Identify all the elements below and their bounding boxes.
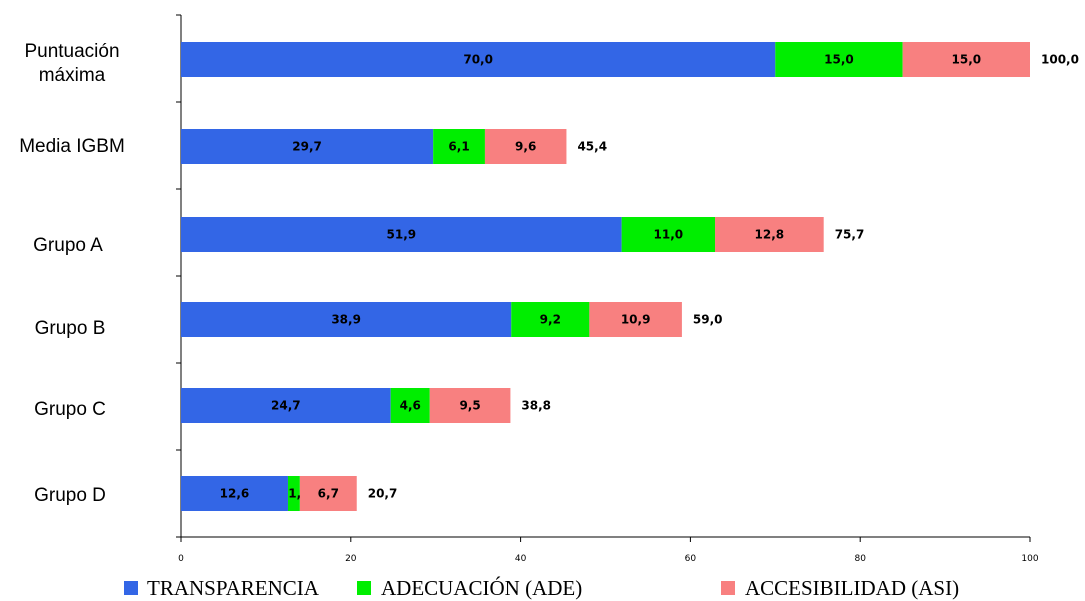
segment-value-label: 11,0 [654, 228, 684, 242]
segment-value-label: 9,5 [459, 399, 480, 413]
segment-value-label: 24,7 [271, 399, 301, 413]
segment-value-label: 6,1 [448, 140, 469, 154]
bar-segment-2 [433, 129, 485, 164]
total-value-label: 75,7 [835, 228, 865, 242]
bar-segment-3 [429, 388, 511, 423]
bar-segment-3 [484, 129, 567, 164]
bar-segment-3 [299, 476, 357, 511]
legend-swatch [357, 581, 371, 595]
bar-segment-2 [775, 42, 903, 77]
bar-segment-2 [511, 302, 590, 337]
total-value-label: 38,8 [521, 399, 551, 413]
segment-value-label: 15,0 [952, 53, 982, 67]
bar-segment-2 [287, 476, 300, 511]
legend-label: TRANSPARENCIA [147, 576, 320, 600]
bar-segment-2 [390, 388, 430, 423]
segment-value-label: 12,6 [220, 487, 250, 501]
segment-value-label: 6,7 [318, 487, 339, 501]
segment-value-label: 15,0 [824, 53, 854, 67]
bar-segment-3 [589, 302, 682, 337]
bar-segment-1 [181, 302, 512, 337]
legend-label: ADECUACIÓN (ADE) [381, 576, 582, 600]
category-label: Media IGBM [19, 136, 125, 157]
x-tick-label: 80 [854, 554, 866, 564]
x-tick-label: 0 [178, 554, 184, 564]
category-label: Grupo C [34, 399, 106, 420]
x-tick-label: 20 [345, 554, 357, 564]
segment-value-label: 51,9 [387, 228, 417, 242]
category-label: Puntuación [24, 41, 119, 62]
legend-swatch [721, 581, 735, 595]
total-value-label: 100,0 [1041, 53, 1079, 67]
segment-value-label: 4,6 [400, 399, 421, 413]
x-tick-label: 100 [1021, 554, 1038, 564]
bar-segment-1 [181, 129, 434, 164]
bar-segment-1 [181, 217, 622, 252]
category-label: Grupo A [33, 235, 103, 256]
legend-swatch [124, 581, 138, 595]
total-value-label: 59,0 [693, 313, 723, 327]
segment-value-label: 9,6 [515, 140, 536, 154]
segment-value-label: 10,9 [621, 313, 651, 327]
segment-value-label: 29,7 [292, 140, 322, 154]
bar-segment-1 [181, 388, 391, 423]
category-label: Grupo D [34, 485, 106, 506]
x-tick-label: 60 [685, 554, 697, 564]
bar-segment-1 [181, 42, 776, 77]
segment-value-label: 38,9 [331, 313, 361, 327]
x-tick-label: 40 [515, 554, 527, 564]
category-label: Grupo B [35, 318, 106, 339]
bar-segment-2 [621, 217, 716, 252]
total-value-label: 45,4 [577, 140, 607, 154]
bar-segment-3 [715, 217, 824, 252]
bar-segment-1 [181, 476, 288, 511]
segment-value-label: 12,8 [755, 228, 785, 242]
category-label: máxima [39, 65, 106, 86]
segment-value-label: 9,2 [540, 313, 561, 327]
bar-segment-3 [902, 42, 1030, 77]
legend-label: ACCESIBILIDAD (ASI) [745, 576, 959, 600]
segment-value-label: 70,0 [463, 53, 493, 67]
total-value-label: 20,7 [368, 487, 398, 501]
